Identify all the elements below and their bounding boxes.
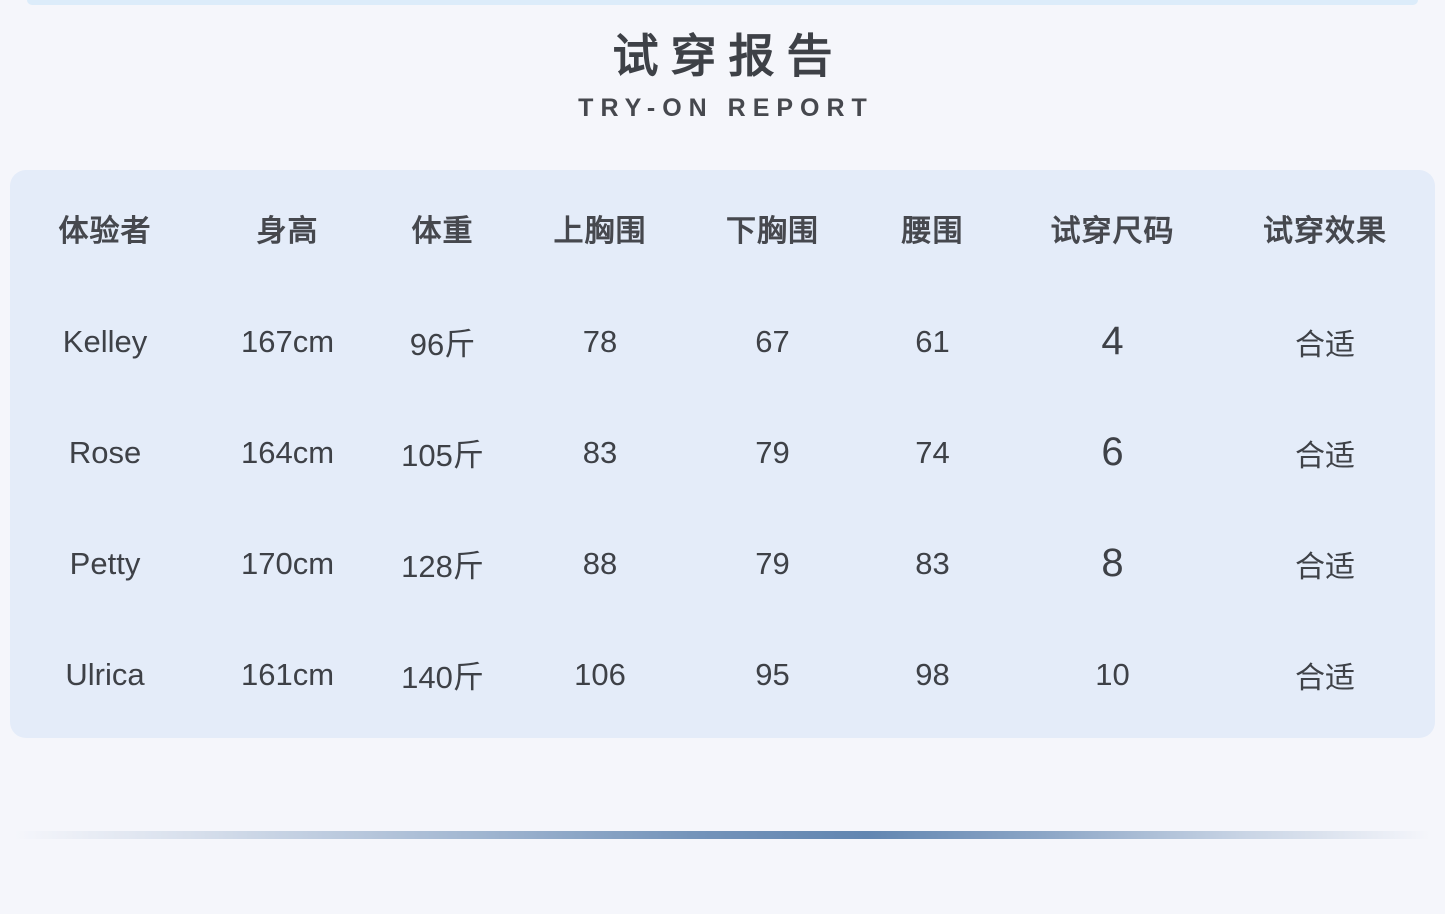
cell-weight: 128斤 [401,549,484,584]
cell-under-bust: 95 [755,656,790,692]
cell-try-on-size: 10 [1095,656,1130,692]
try-on-report-panel: 体验者 身高 体重 上胸围 下胸围 腰围 试穿尺码 试穿效果 Kelley 16… [10,170,1435,738]
cell-height: 170cm [240,545,335,581]
header-cell-under-bust: 下胸围 [726,215,819,248]
report-header: 试穿报告 TRY-ON REPORT [0,0,1445,122]
cell-waist: 61 [915,323,950,359]
cell-upper-bust: 83 [582,434,618,470]
cell-weight: 96斤 [409,327,476,362]
cell-waist: 83 [915,545,950,581]
page-subtitle: TRY-ON REPORT [578,94,874,122]
cell-tester: Rose [68,434,142,470]
header-cell-try-on-size: 试穿尺码 [1050,215,1175,248]
header-cell-height: 身高 [256,215,319,248]
cell-under-bust: 67 [755,323,790,359]
cell-height: 161cm [240,656,335,692]
cell-waist: 74 [915,434,950,470]
try-on-table: 体验者 身高 体重 上胸围 下胸围 腰围 试穿尺码 试穿效果 Kelley 16… [10,170,1435,730]
header-cell-tester: 体验者 [58,215,152,248]
page-title: 试穿报告 [612,30,845,82]
cell-upper-bust: 106 [574,656,626,692]
header-cell-try-on-result: 试穿效果 [1263,215,1387,248]
cell-height: 164cm [240,434,335,470]
cell-weight: 105斤 [401,438,484,473]
cell-weight: 140斤 [401,660,484,695]
header-cell-waist: 腰围 [901,215,964,248]
cell-try-on-size: 4 [1101,319,1124,363]
cell-tester: Kelley [62,323,148,359]
cell-upper-bust: 88 [582,545,618,581]
bottom-gradient-divider [0,831,1445,839]
header-cell-weight: 体重 [411,215,474,248]
cell-tester: Petty [69,545,141,581]
cell-try-on-size: 8 [1101,541,1124,585]
cell-height: 167cm [240,323,335,359]
cell-upper-bust: 78 [582,323,618,359]
cell-waist: 98 [915,656,950,692]
cell-under-bust: 79 [755,434,790,470]
header-cell-upper-bust: 上胸围 [553,215,647,248]
cell-tester: Ulrica [65,656,145,692]
cell-try-on-size: 6 [1101,430,1124,474]
cell-under-bust: 79 [755,545,790,581]
top-accent-bar [27,0,1418,5]
cell-try-on-result: 合适 [1295,439,1355,473]
cell-try-on-result: 合适 [1295,550,1355,584]
cell-try-on-result: 合适 [1295,661,1355,695]
cell-try-on-result: 合适 [1295,328,1355,362]
